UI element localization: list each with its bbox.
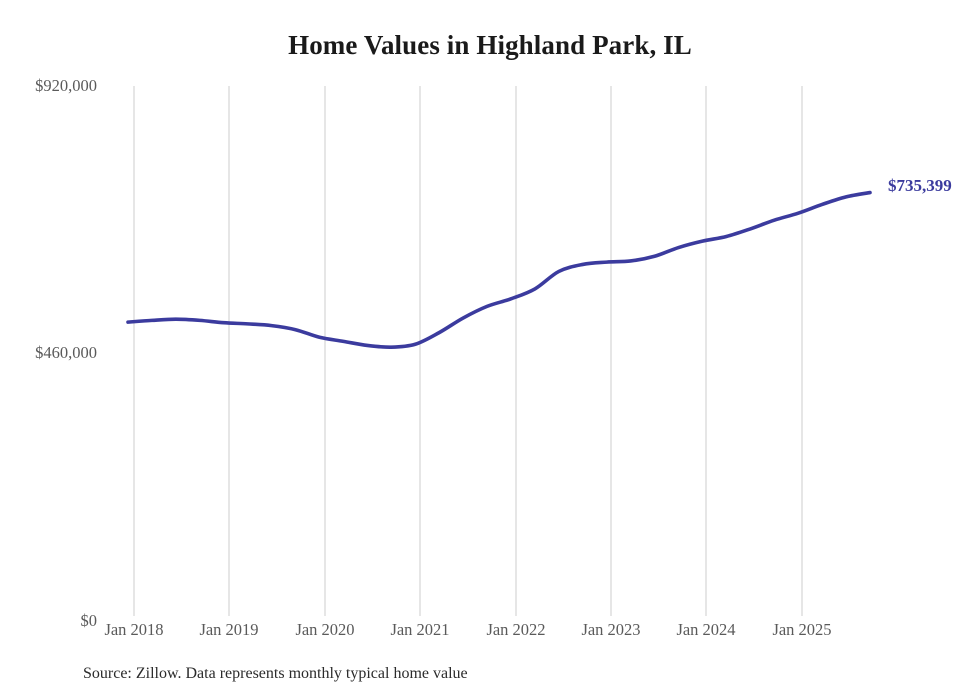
data-series-line — [126, 190, 872, 349]
x-axis-tick-jan-2023: Jan 2023 — [581, 620, 641, 639]
gridlines — [133, 86, 803, 616]
end-value-annotation: $735,399 — [888, 175, 952, 195]
x-axis-tick-jan-2020: Jan 2020 — [295, 620, 355, 639]
x-axis-tick-jan-2021: Jan 2021 — [390, 620, 450, 639]
y-axis-tick-460000: $460,000 — [35, 343, 97, 362]
chart-title: Home Values in Highland Park, IL — [288, 30, 692, 60]
source-note: Source: Zillow. Data represents monthly … — [83, 665, 468, 682]
x-axis-tick-jan-2019: Jan 2019 — [199, 620, 259, 639]
y-axis-tick-920000: $920,000 — [35, 76, 97, 95]
x-axis-tick-jan-2025: Jan 2025 — [772, 620, 832, 639]
x-axis-tick-jan-2018: Jan 2018 — [104, 620, 164, 639]
y-axis-tick-0: $0 — [80, 611, 98, 630]
x-axis-tick-jan-2024: Jan 2024 — [676, 620, 736, 639]
x-axis-tick-jan-2022: Jan 2022 — [486, 620, 546, 639]
